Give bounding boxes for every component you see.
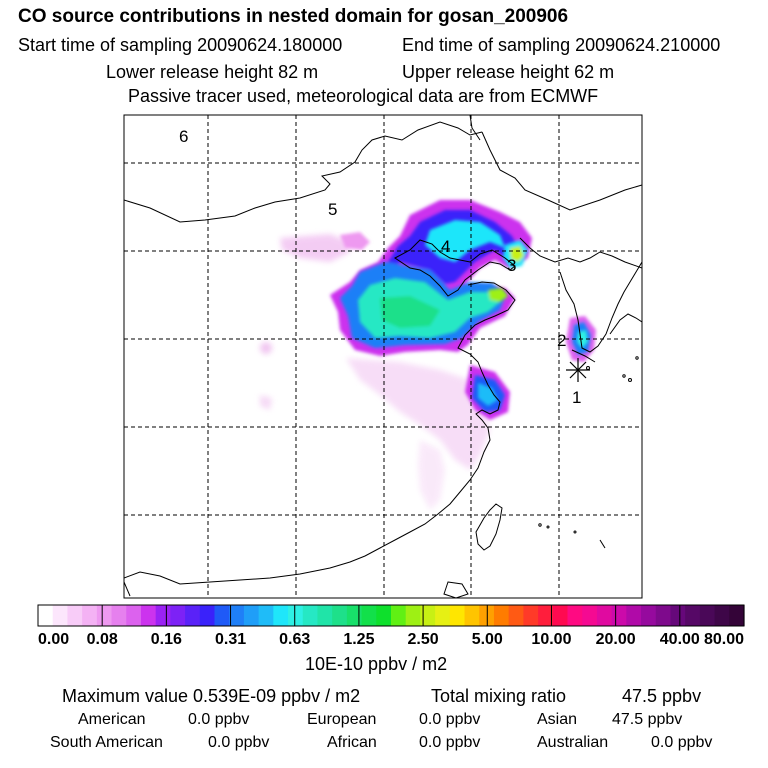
source-value-south-american: 0.0 ppbv xyxy=(208,734,270,751)
colorbar-cell xyxy=(611,605,627,626)
colorbar-tick-label: 0.00 xyxy=(38,631,69,648)
colorbar-tick-label: 0.63 xyxy=(279,631,310,648)
colorbar-cell xyxy=(376,605,392,626)
region-label-1: 1 xyxy=(572,388,581,407)
colorbar-cell xyxy=(199,605,216,626)
colorbar-cell xyxy=(185,605,201,626)
source-name-european: European xyxy=(307,711,377,728)
source-value-asian: 47.5 ppbv xyxy=(612,711,683,728)
tracer-note: Passive tracer used, meteorological data… xyxy=(128,86,599,106)
colorbar-cell xyxy=(111,605,127,626)
receptor-marker xyxy=(566,358,590,382)
source-name-african: African xyxy=(327,734,377,751)
colorbar-cell xyxy=(243,605,260,626)
colorbar-cell xyxy=(229,605,245,626)
max-value-label: Maximum value 0.539E-09 ppbv / m2 xyxy=(62,686,361,706)
lower-release-label: Lower release height 82 m xyxy=(106,62,319,82)
source-name-american: American xyxy=(78,711,146,728)
total-mixing-label: Total mixing ratio xyxy=(431,686,567,706)
colorbar-cell xyxy=(699,605,716,626)
colorbar-cell xyxy=(332,605,348,626)
map-frame xyxy=(123,114,643,599)
colorbar-cell xyxy=(508,605,524,626)
colorbar-cell xyxy=(82,605,98,626)
colorbar-tick-label: 80.00 xyxy=(704,631,744,648)
upper-release-label: Upper release height 62 m xyxy=(402,62,615,82)
colorbar-tick-label: 40.00 xyxy=(660,631,700,648)
colorbar-cell xyxy=(729,605,745,626)
source-name-australian: Australian xyxy=(537,734,609,751)
source-value-european: 0.0 ppbv xyxy=(419,711,481,728)
colorbar-cell xyxy=(258,605,274,626)
colorbar-cell xyxy=(155,605,171,626)
colorbar-cell xyxy=(523,605,539,626)
colorbar-cell xyxy=(538,605,554,626)
colorbar-cell xyxy=(582,605,598,626)
colorbar-cell xyxy=(435,605,451,626)
colorbar-cell xyxy=(140,605,157,626)
colorbar-cell xyxy=(552,605,569,626)
colorbar-cell xyxy=(493,605,510,626)
colorbar-cell xyxy=(126,605,142,626)
colorbar-cell xyxy=(655,605,672,626)
colorbar-cell xyxy=(405,605,422,626)
region-label-2: 2 xyxy=(557,331,566,350)
colorbar-cell xyxy=(391,605,407,626)
source-name-south-american: South American xyxy=(50,734,163,751)
colorbar-tick-label: 20.00 xyxy=(596,631,636,648)
start-time-label: Start time of sampling 20090624.180000 xyxy=(18,35,343,55)
source-value-australian: 0.0 ppbv xyxy=(651,734,713,751)
colorbar-cell xyxy=(38,605,54,626)
colorbar-cell xyxy=(214,605,230,626)
colorbar-cell xyxy=(302,605,319,626)
colorbar-cell xyxy=(464,605,480,626)
colorbar-unit: 10E-10 ppbv / m2 xyxy=(305,654,448,674)
source-name-asian: Asian xyxy=(537,711,578,728)
colorbar-cell xyxy=(288,605,304,626)
colorbar-cell xyxy=(596,605,613,626)
colorbar-cell xyxy=(626,605,642,626)
region-label-3: 3 xyxy=(507,256,516,275)
colorbar-cell xyxy=(52,605,69,626)
colorbar-cell xyxy=(420,605,436,626)
colorbar-cell xyxy=(346,605,363,626)
colorbar-tick-label: 0.31 xyxy=(215,631,246,648)
colorbar-tick-label: 5.00 xyxy=(472,631,503,648)
colorbar-frame xyxy=(37,604,745,627)
colorbar-cell xyxy=(567,605,583,626)
colorbar-tick-label: 10.00 xyxy=(531,631,571,648)
source-value-american: 0.0 ppbv xyxy=(188,711,250,728)
colorbar-cell xyxy=(170,605,186,626)
colorbar-cell xyxy=(96,605,113,626)
end-time-label: End time of sampling 20090624.210000 xyxy=(402,35,721,55)
total-mixing-value: 47.5 ppbv xyxy=(622,686,702,706)
colorbar-tick-label: 2.50 xyxy=(408,631,439,648)
colorbar-tick-label: 0.08 xyxy=(87,631,118,648)
source-value-african: 0.0 ppbv xyxy=(419,734,481,751)
region-label-4: 4 xyxy=(441,237,450,256)
region-label-5: 5 xyxy=(328,200,337,219)
colorbar-cell xyxy=(361,605,377,626)
grid-lines xyxy=(124,115,642,598)
colorbar-cell xyxy=(641,605,657,626)
colorbar-cell xyxy=(685,605,701,626)
region-label-6: 6 xyxy=(179,127,188,146)
colorbar-cell xyxy=(714,605,730,626)
colorbar-cell xyxy=(670,605,686,626)
colorbar-cell xyxy=(317,605,333,626)
colorbar-tick-label: 0.16 xyxy=(151,631,182,648)
colorbar-cell xyxy=(449,605,466,626)
page-title: CO source contributions in nested domain… xyxy=(18,6,569,27)
colorbar-tick-label: 1.25 xyxy=(343,631,374,648)
colorbar-cell xyxy=(67,605,83,626)
colorbar-cell xyxy=(273,605,289,626)
coastlines xyxy=(124,115,642,598)
